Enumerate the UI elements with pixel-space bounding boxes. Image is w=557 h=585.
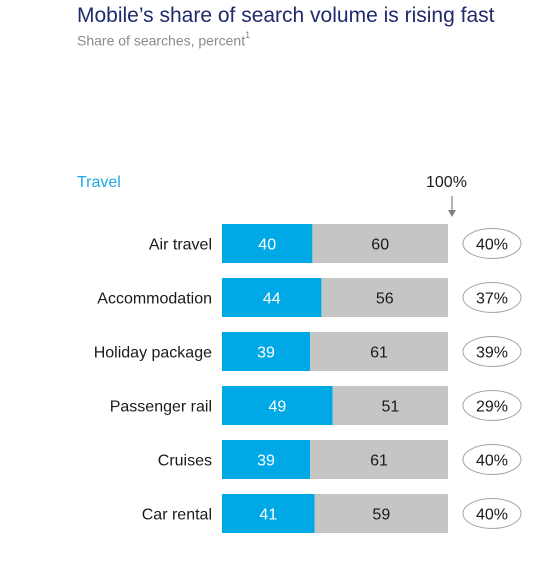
bar-cruises-segment-2 bbox=[310, 440, 448, 479]
data-label-car-rental-segment-1: 41 bbox=[259, 507, 277, 524]
bar-passenger-rail-segment-1 bbox=[222, 386, 333, 425]
subtitle-text: Share of searches, percent bbox=[77, 32, 246, 49]
bar-passenger-rail-segment-2 bbox=[332, 386, 448, 425]
bar-car-rental-segment-1 bbox=[222, 494, 315, 533]
data-label-car-rental-segment-2: 59 bbox=[372, 507, 390, 524]
annotation-label-car-rental: 40% bbox=[476, 507, 508, 524]
chart-subtitle: Share of searches, percent1 bbox=[77, 30, 251, 49]
data-label-accommodation-segment-1: 44 bbox=[263, 291, 281, 308]
data-label-air-travel-segment-1: 40 bbox=[258, 237, 276, 254]
down-arrow-icon bbox=[448, 196, 456, 217]
chart-title: Mobile’s share of search volume is risin… bbox=[77, 4, 495, 27]
annotation-label-accommodation: 37% bbox=[476, 291, 508, 308]
bar-air-travel-segment-2 bbox=[312, 224, 448, 263]
annotation-label-air-travel: 40% bbox=[476, 237, 508, 254]
data-label-passenger-rail-segment-2: 51 bbox=[381, 399, 399, 416]
data-label-accommodation-segment-2: 56 bbox=[376, 291, 394, 308]
annotation-bubble-air-travel bbox=[462, 228, 522, 259]
data-label-holiday-package-segment-1: 39 bbox=[257, 345, 275, 362]
annotation-bubble-cruises bbox=[462, 444, 522, 475]
category-label-air-travel: Air travel bbox=[149, 237, 212, 254]
annotation-bubble-passenger-rail bbox=[462, 390, 522, 421]
category-label-car-rental: Car rental bbox=[142, 507, 212, 524]
bar-cruises-segment-1 bbox=[222, 440, 311, 479]
data-label-cruises-segment-1: 39 bbox=[257, 453, 275, 470]
data-label-air-travel-segment-2: 60 bbox=[371, 237, 389, 254]
category-label-passenger-rail: Passenger rail bbox=[110, 399, 212, 416]
annotation-bubble-car-rental bbox=[462, 498, 522, 529]
category-label-holiday-package: Holiday package bbox=[94, 345, 212, 362]
category-label-accommodation: Accommodation bbox=[97, 291, 212, 308]
full-scale-label: 100% bbox=[426, 174, 467, 191]
bar-air-travel-segment-1 bbox=[222, 224, 313, 263]
annotation-label-passenger-rail: 29% bbox=[476, 399, 508, 416]
bar-holiday-package-segment-2 bbox=[310, 332, 448, 371]
annotation-bubble-accommodation bbox=[462, 282, 522, 313]
annotation-bubble-holiday-package bbox=[462, 336, 522, 367]
data-label-cruises-segment-2: 61 bbox=[370, 453, 388, 470]
data-label-passenger-rail-segment-1: 49 bbox=[268, 399, 286, 416]
bar-car-rental-segment-2 bbox=[314, 494, 448, 533]
annotation-label-cruises: 40% bbox=[476, 453, 508, 470]
bar-accommodation-segment-1 bbox=[222, 278, 322, 317]
section-label-travel: Travel bbox=[77, 174, 121, 191]
bar-accommodation-segment-2 bbox=[321, 278, 448, 317]
bar-holiday-package-segment-1 bbox=[222, 332, 311, 371]
data-label-holiday-package-segment-2: 61 bbox=[370, 345, 388, 362]
category-label-cruises: Cruises bbox=[158, 453, 212, 470]
subtitle-footnote: 1 bbox=[245, 30, 251, 40]
annotation-label-holiday-package: 39% bbox=[476, 345, 508, 362]
